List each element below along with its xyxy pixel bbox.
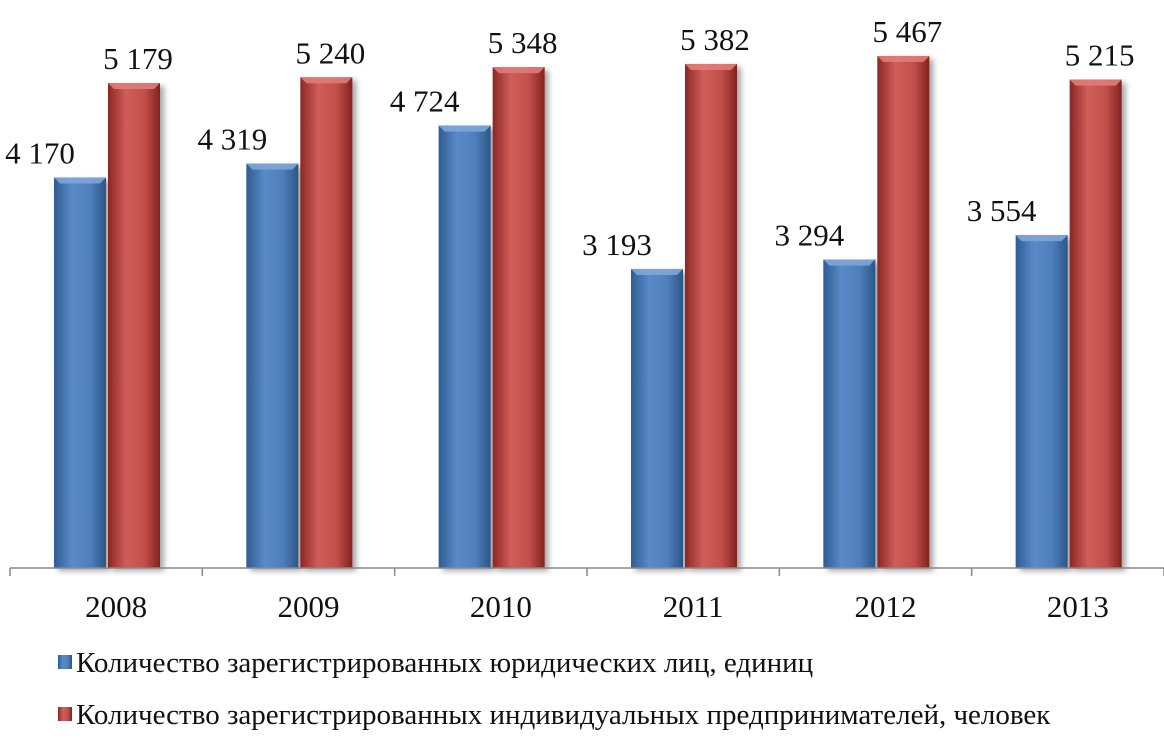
x-tick-label-2012: 2012	[855, 589, 917, 624]
data-label-entrepreneurs-2008: 5 179	[103, 41, 173, 76]
data-label-entrepreneurs-2009: 5 240	[295, 35, 365, 70]
bar-legal-entities-2009	[246, 163, 299, 569]
bar-legal-entities-2010	[438, 125, 491, 569]
bar-entrepreneurs-2013	[1069, 79, 1122, 568]
bar-legal-entities-2012	[823, 259, 876, 568]
data-label-entrepreneurs-2012: 5 467	[872, 14, 942, 49]
x-axis: 2008 2009 2010 2011 2012 2013	[9, 567, 1164, 624]
data-label-legal-entities-2011: 3 193	[582, 227, 652, 262]
bar-entrepreneurs-2009	[300, 77, 353, 569]
bar-top-bevel	[438, 125, 491, 132]
data-label-entrepreneurs-2010: 5 348	[488, 25, 558, 60]
x-tick-label-2008: 2008	[85, 589, 147, 624]
legend-swatch-legal-entities	[58, 655, 72, 669]
bar-top-bevel	[877, 56, 930, 62]
data-label-entrepreneurs-2011: 5 382	[680, 22, 750, 57]
bar-top-bevel	[54, 177, 106, 184]
x-tick-label-2009: 2009	[278, 589, 340, 624]
bar-top-bevel	[685, 63, 737, 70]
bar-top-bevel	[1069, 79, 1122, 86]
bar-top-bevel	[1015, 235, 1068, 242]
bar-top-bevel	[823, 259, 876, 266]
data-labels: 4 170 5 179 4 319 5 240 4 724 5 348 3 193 5 382…	[5, 14, 1134, 262]
bar-top-bevel	[631, 268, 683, 275]
bar-legal-entities-2008	[54, 177, 106, 568]
bar-top-bevel	[108, 82, 160, 89]
data-label-legal-entities-2009: 4 319	[197, 122, 267, 157]
bar-entrepreneurs-2011	[685, 63, 737, 569]
data-label-legal-entities-2008: 4 170	[5, 135, 75, 170]
bar-top-bevel	[300, 77, 353, 84]
data-label-entrepreneurs-2013: 5 215	[1065, 38, 1135, 73]
bar-entrepreneurs-2010	[492, 67, 545, 568]
x-tick-label-2010: 2010	[470, 589, 532, 624]
legend: Количество зарегистрированных юридически…	[58, 647, 1051, 731]
data-label-legal-entities-2010: 4 724	[390, 84, 460, 119]
bar-legal-entities-2013	[1015, 235, 1068, 569]
bar-entrepreneurs-2008	[108, 82, 160, 568]
bar-top-bevel	[492, 67, 545, 74]
bar-entrepreneurs-2012	[877, 56, 930, 568]
data-label-legal-entities-2012: 3 294	[774, 218, 844, 253]
legend-swatch-entrepreneurs	[58, 707, 72, 721]
x-tick-label-2011: 2011	[663, 589, 724, 624]
data-label-legal-entities-2013: 3 554	[967, 193, 1037, 228]
legend-label-entrepreneurs: Количество зарегистрированных индивидуал…	[76, 699, 1051, 731]
bar-top-bevel	[246, 163, 299, 170]
bars-layer	[54, 56, 1122, 569]
bar-legal-entities-2011	[631, 268, 683, 568]
x-tick-label-2013: 2013	[1047, 589, 1109, 624]
legend-label-legal-entities: Количество зарегистрированных юридически…	[76, 647, 813, 679]
